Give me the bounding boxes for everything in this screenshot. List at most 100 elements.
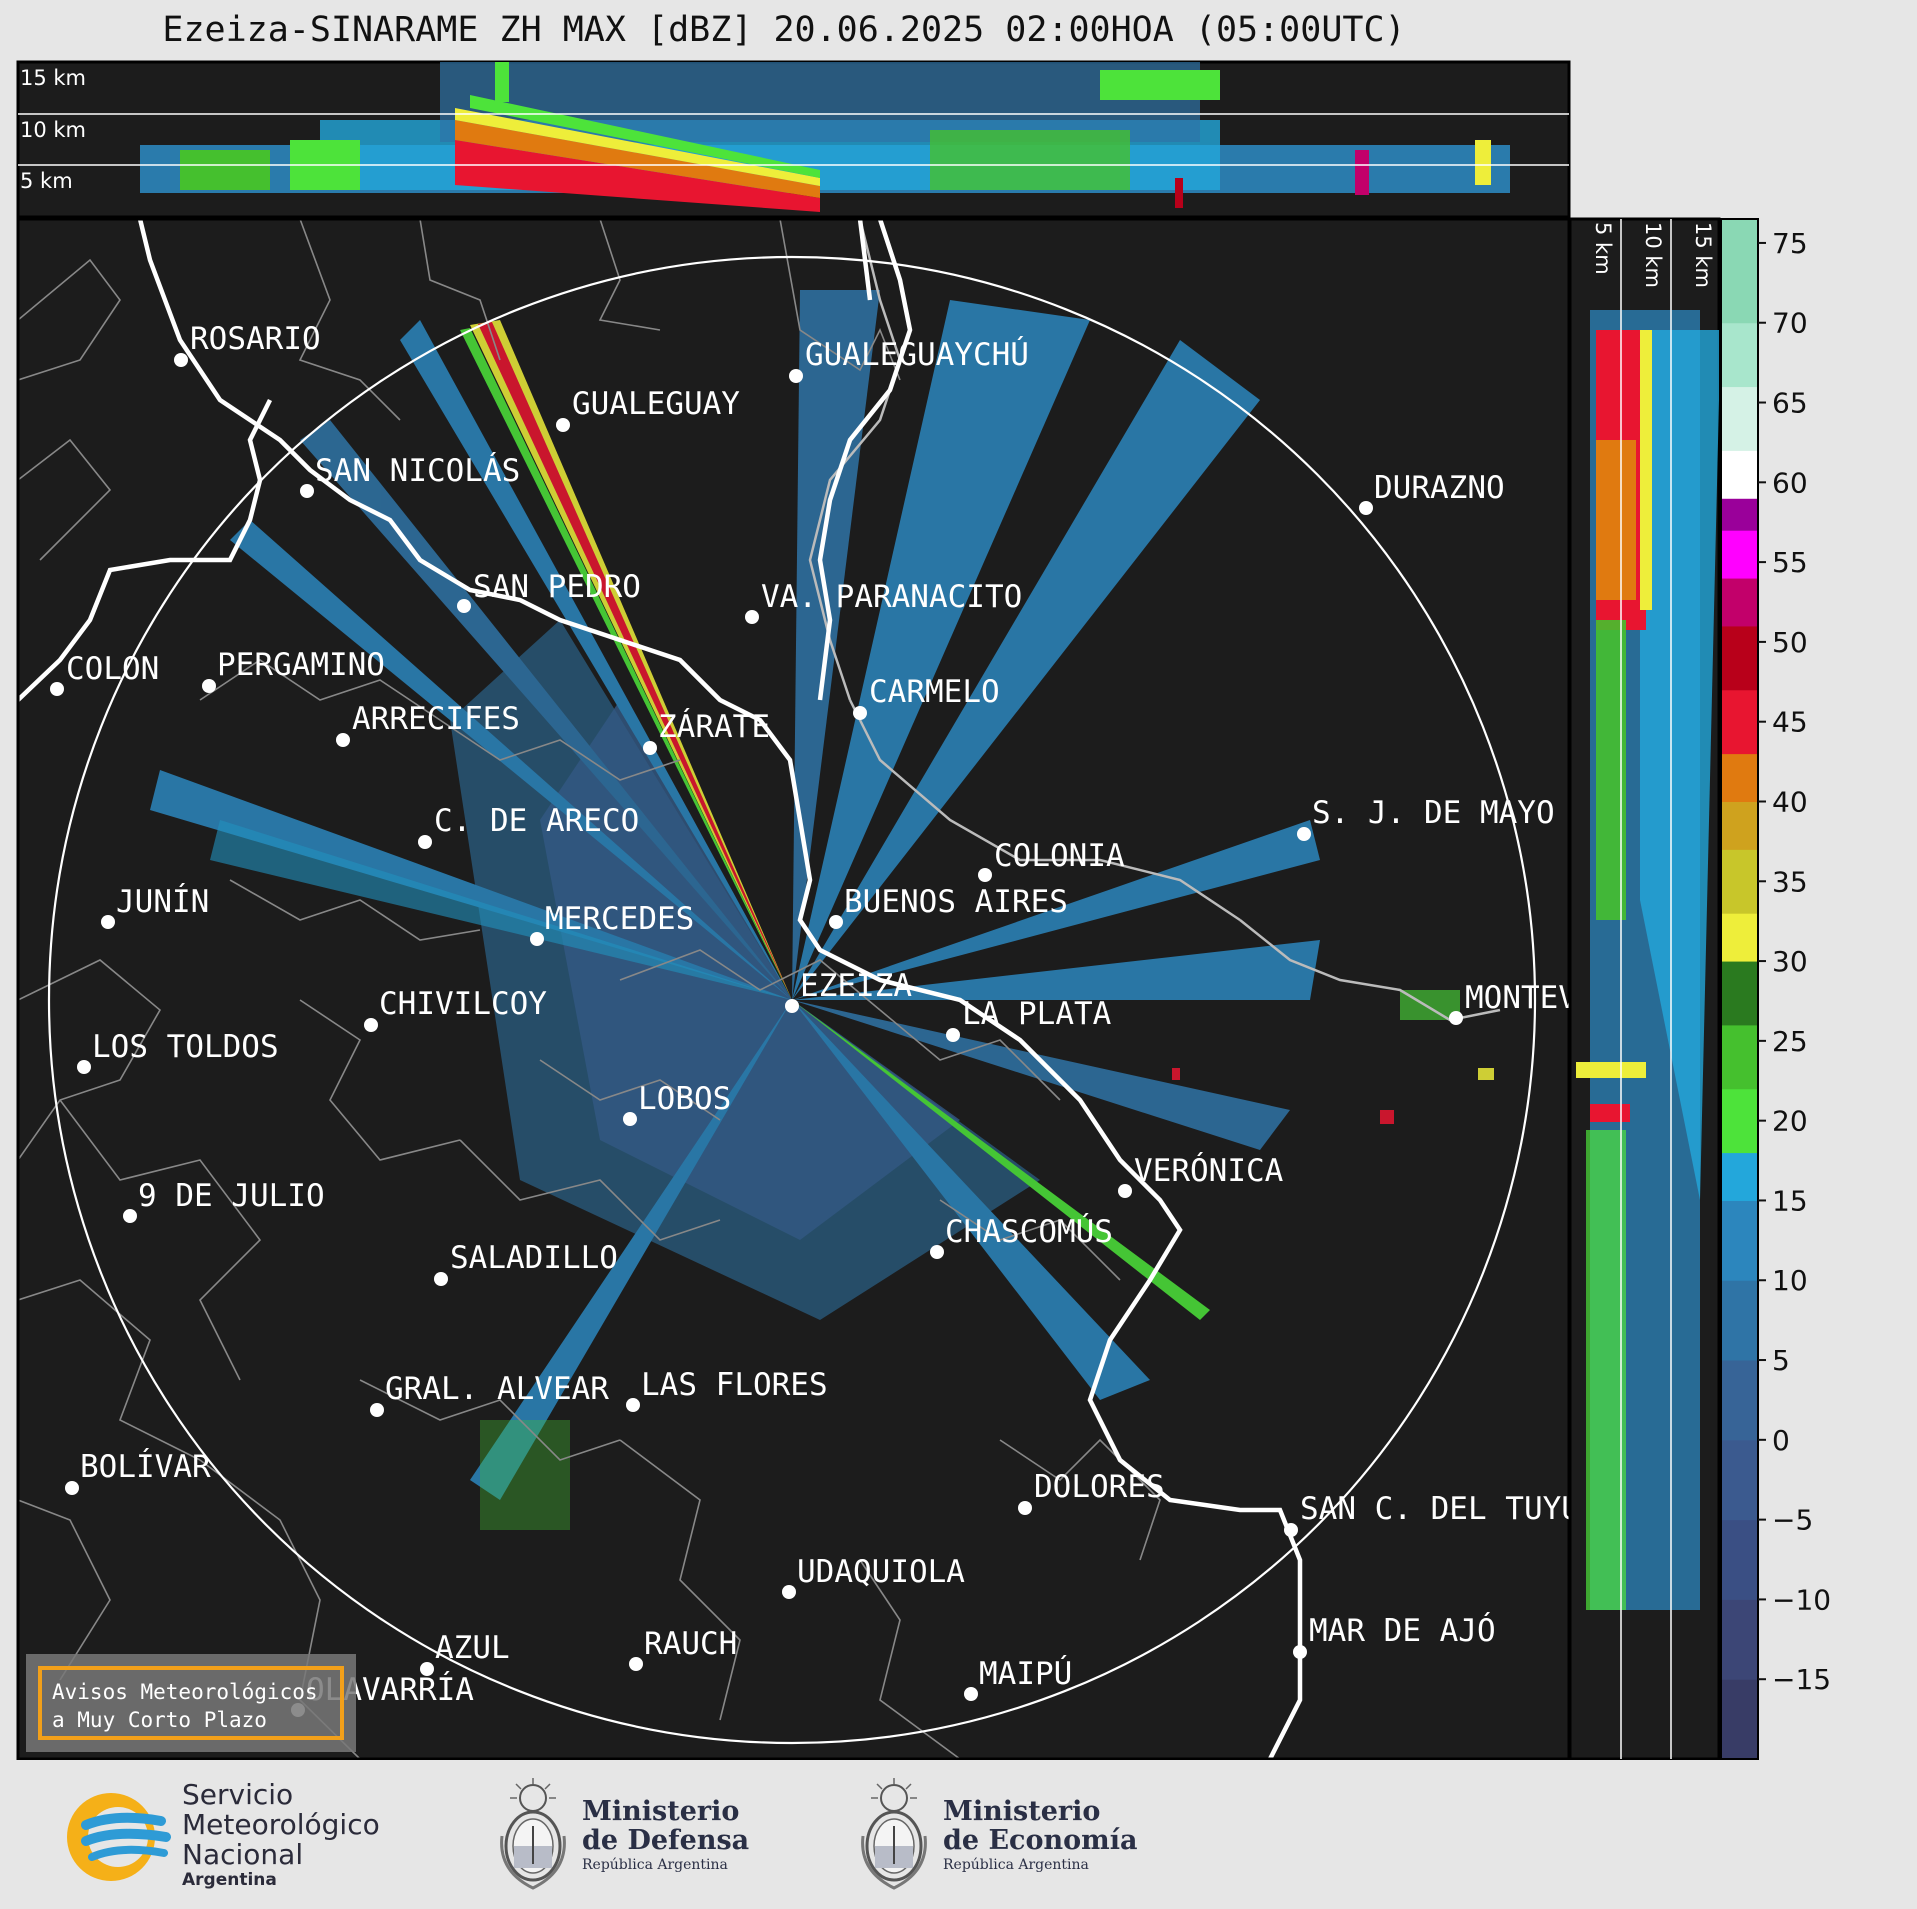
city-label-san-pedro: SAN PEDRO [473,569,641,605]
colorbar-tick-label: 55 [1772,546,1808,579]
colorbar-tick-label: 10 [1772,1264,1808,1297]
colorbar-segment [1721,801,1758,850]
colorbar-tick-label: 70 [1772,307,1808,340]
radar-echo [150,290,1494,1530]
colorbar-segment [1721,1439,1758,1521]
colorbar-segment [1721,753,1758,802]
city-label-gualeguay: GUALEGUAY [572,386,740,422]
colorbar-segment [1721,625,1758,691]
colorbar-tick-label: −10 [1772,1583,1831,1616]
avisos-line-2: a Muy Corto Plazo [52,1708,267,1732]
city-label-montevideo: MONTEV [1465,980,1577,1016]
city-label-udaquiola: UDAQUIOLA [797,1554,965,1590]
colorbar-segment [1721,1519,1758,1600]
city-label-colonia: COLONIA [994,838,1125,874]
colorbar-tick-label: 15 [1772,1184,1808,1217]
coat-of-arms-icon [500,1778,566,1890]
defensa-line-2: de Defensa [582,1825,750,1856]
colorbar-tick-label: 0 [1772,1424,1790,1457]
economia-logo: Ministerio de Economía República Argenti… [855,1776,1137,1896]
avisos-line-1: Avisos Meteorológicos [52,1680,318,1704]
colorbar-segment [1721,913,1758,962]
colorbar-segment [1721,322,1758,388]
city-label-mar-de-ajo: MAR DE AJÓ [1309,1612,1496,1649]
colorbar-segment [1721,1599,1758,1680]
colorbar-segment [1721,578,1758,627]
top-panel-echo [140,62,1510,212]
colorbar-segment [1721,1679,1758,1760]
footer-logos: Servicio Meteorológico Nacional Argentin… [0,1760,1917,1909]
colorbar-tick-label: 60 [1772,466,1808,499]
city-label-colon: COLON [66,651,159,687]
colorbar-segment [1721,530,1758,579]
city-label-mercedes: MERCEDES [545,901,694,937]
colorbar-tick-label: 20 [1772,1105,1808,1138]
city-label-va-paranacito: VA. PARANACITO [761,579,1022,615]
city-label-saladillo: SALADILLO [450,1240,618,1276]
colorbar-segment [1721,450,1758,499]
top-height-label-10: 10 km [20,118,86,142]
side-height-label-10: 10 km [1641,222,1665,288]
colorbar-tick-label: 45 [1772,706,1808,739]
colorbar-segment [1721,1088,1758,1154]
defensa-line-3: República Argentina [582,1857,728,1873]
colorbar-tick-label: 75 [1772,227,1808,260]
avisos-badge[interactable]: Avisos Meteorológicos a Muy Corto Plazo [26,1654,356,1752]
city-label-gualeguaychu: GUALEGUAYCHÚ [805,336,1029,373]
city-label-rosario: ROSARIO [190,321,321,357]
city-label-carmelo: CARMELO [869,674,1000,710]
city-label-zarate: ZÁRATE [658,709,770,745]
side-height-label-5: 5 km [1591,222,1615,275]
side-height-panel: 5 km 10 km 15 km [1568,217,1721,1761]
city-label-9-de-julio: 9 DE JULIO [138,1178,325,1214]
colorbar-segment [1721,386,1758,451]
economia-line-2: de Economía [943,1825,1138,1856]
top-height-panel: 15 km 10 km 5 km [16,60,1571,219]
colorbar-segment [1721,1280,1758,1361]
colorbar-segment [1721,1200,1758,1281]
city-label-maipu: MAIPÚ [979,1655,1072,1692]
range-ring [47,255,1537,1745]
colorbar-tick-label: 65 [1772,387,1808,420]
defensa-line-1: Ministerio [582,1796,740,1827]
colorbar-segments [1721,219,1758,1760]
economia-line-3: República Argentina [943,1857,1089,1873]
city-label-chivilcoy: CHIVILCOY [379,986,547,1022]
smn-line-4: Argentina [182,1870,277,1890]
city-label-bolivar: BOLÍVAR [80,1449,211,1485]
colorbar-tick-label: 30 [1772,945,1808,978]
colorbar-segment [1721,1024,1758,1090]
smn-logo: Servicio Meteorológico Nacional Argentin… [56,1780,380,1890]
smn-line-2: Meteorológico [182,1808,380,1841]
top-height-label-15: 15 km [20,66,86,90]
city-label-c-de-areco: C. DE ARECO [434,803,639,839]
city-label-chascomus: CHASCOMÚS [945,1213,1113,1250]
economia-line-1: Ministerio [943,1796,1101,1827]
colorbar-tick-label: 50 [1772,626,1808,659]
colorbar-tick-label: −5 [1772,1504,1813,1537]
avisos-badge-frame[interactable]: Avisos Meteorológicos a Muy Corto Plazo [38,1666,344,1740]
city-label-san-c-del-tuyu: SAN C. DEL TUYÚ [1300,1490,1580,1527]
colorbar-tick-label: 40 [1772,785,1808,818]
map-panel: ROSARIO GUALEGUAYCHÚ GUALEGUAY SAN NICOL… [16,217,1580,1761]
colorbar-tick-label: −15 [1772,1663,1831,1696]
city-label-rauch: RAUCH [644,1626,737,1662]
colorbar-segment [1721,498,1758,531]
city-label-junin: JUNÍN [116,884,209,920]
city-label-los-toldos: LOS TOLDOS [92,1029,279,1065]
city-label-las-flores: LAS FLORES [641,1367,828,1403]
city-label-azul: AZUL [435,1630,510,1666]
city-label-dolores: DOLORES [1034,1469,1165,1505]
chart-title: Ezeiza-SINARAME ZH MAX [dBZ] 20.06.2025 … [162,10,1406,50]
city-label-gral-alvear: GRAL. ALVEAR [385,1371,609,1407]
city-label-arrecifes: ARRECIFES [352,701,520,737]
city-markers [50,353,1463,1717]
side-panel-echo [1576,310,1719,1610]
colorbar-segment [1721,849,1758,914]
colorbar-tick-label: 5 [1772,1344,1790,1377]
city-label-pergamino: PERGAMINO [217,647,385,683]
city-label-san-nicolas: SAN NICOLÁS [315,453,520,489]
